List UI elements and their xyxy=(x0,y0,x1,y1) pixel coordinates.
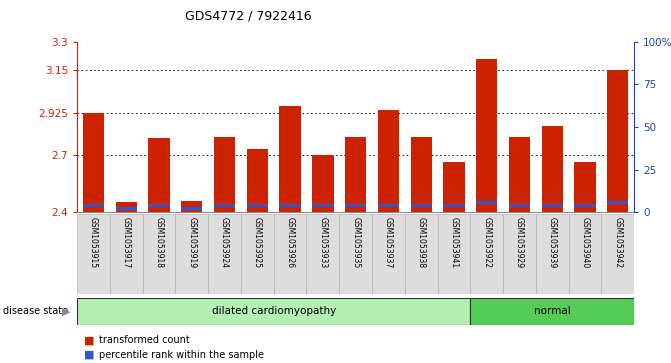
Bar xyxy=(312,204,333,207)
Bar xyxy=(574,162,596,212)
Text: GSM1053922: GSM1053922 xyxy=(482,217,491,268)
Bar xyxy=(181,201,203,212)
Bar xyxy=(411,204,432,207)
Bar xyxy=(77,298,470,325)
Text: GSM1053917: GSM1053917 xyxy=(122,217,131,268)
Bar xyxy=(208,214,241,294)
Bar xyxy=(405,214,437,294)
Bar xyxy=(241,214,274,294)
Bar xyxy=(247,204,268,207)
Bar xyxy=(279,106,301,212)
Text: GSM1053938: GSM1053938 xyxy=(417,217,425,268)
Text: ■: ■ xyxy=(84,335,95,346)
Text: GSM1053918: GSM1053918 xyxy=(154,217,164,268)
Bar xyxy=(444,162,464,212)
Bar xyxy=(378,204,399,207)
Bar xyxy=(247,149,268,212)
Bar xyxy=(568,214,601,294)
Bar xyxy=(83,204,104,207)
Bar xyxy=(372,214,405,294)
Bar xyxy=(437,214,470,294)
Bar xyxy=(148,138,170,212)
Bar xyxy=(541,126,563,212)
Bar xyxy=(503,214,536,294)
Bar xyxy=(476,59,497,212)
Bar xyxy=(181,207,203,210)
Text: ■: ■ xyxy=(84,350,95,360)
Bar xyxy=(148,204,170,207)
Text: dilated cardiomyopathy: dilated cardiomyopathy xyxy=(211,306,336,316)
Bar xyxy=(509,204,530,207)
Bar xyxy=(345,204,366,207)
Bar xyxy=(83,113,104,212)
Bar xyxy=(509,136,530,212)
Text: GSM1053935: GSM1053935 xyxy=(351,217,360,268)
Text: GSM1053929: GSM1053929 xyxy=(515,217,524,268)
Bar xyxy=(607,201,628,204)
Text: GSM1053925: GSM1053925 xyxy=(253,217,262,268)
Bar xyxy=(541,204,563,207)
Text: GSM1053940: GSM1053940 xyxy=(580,217,589,268)
Bar xyxy=(274,214,307,294)
Text: GSM1053942: GSM1053942 xyxy=(613,217,622,268)
Bar xyxy=(476,201,497,204)
Bar xyxy=(77,214,110,294)
Bar xyxy=(607,70,628,212)
Bar xyxy=(470,214,503,294)
Text: GSM1053924: GSM1053924 xyxy=(220,217,229,268)
Text: transformed count: transformed count xyxy=(99,335,190,346)
Bar xyxy=(470,298,634,325)
Text: GSM1053926: GSM1053926 xyxy=(286,217,295,268)
Bar xyxy=(411,138,432,212)
Text: percentile rank within the sample: percentile rank within the sample xyxy=(99,350,264,360)
Text: GSM1053939: GSM1053939 xyxy=(548,217,557,268)
Text: GDS4772 / 7922416: GDS4772 / 7922416 xyxy=(185,9,311,22)
Bar xyxy=(214,204,236,207)
Bar xyxy=(601,214,634,294)
Bar xyxy=(307,214,340,294)
Text: GSM1053937: GSM1053937 xyxy=(384,217,393,268)
Text: GSM1053915: GSM1053915 xyxy=(89,217,98,268)
Bar xyxy=(115,207,137,210)
Text: disease state: disease state xyxy=(3,306,68,316)
Text: GSM1053919: GSM1053919 xyxy=(187,217,197,268)
Bar xyxy=(312,155,333,212)
Text: GSM1053941: GSM1053941 xyxy=(450,217,458,268)
Bar xyxy=(378,110,399,212)
Text: GSM1053933: GSM1053933 xyxy=(318,217,327,268)
Bar xyxy=(110,214,143,294)
Bar xyxy=(214,136,236,212)
Bar xyxy=(175,214,208,294)
Bar xyxy=(574,204,596,207)
Bar xyxy=(345,138,366,212)
Bar xyxy=(279,204,301,207)
Bar xyxy=(340,214,372,294)
Bar xyxy=(115,202,137,212)
Bar xyxy=(444,204,464,207)
Bar xyxy=(143,214,175,294)
Text: ▶: ▶ xyxy=(62,306,70,316)
Bar xyxy=(536,214,568,294)
Text: normal: normal xyxy=(534,306,570,316)
